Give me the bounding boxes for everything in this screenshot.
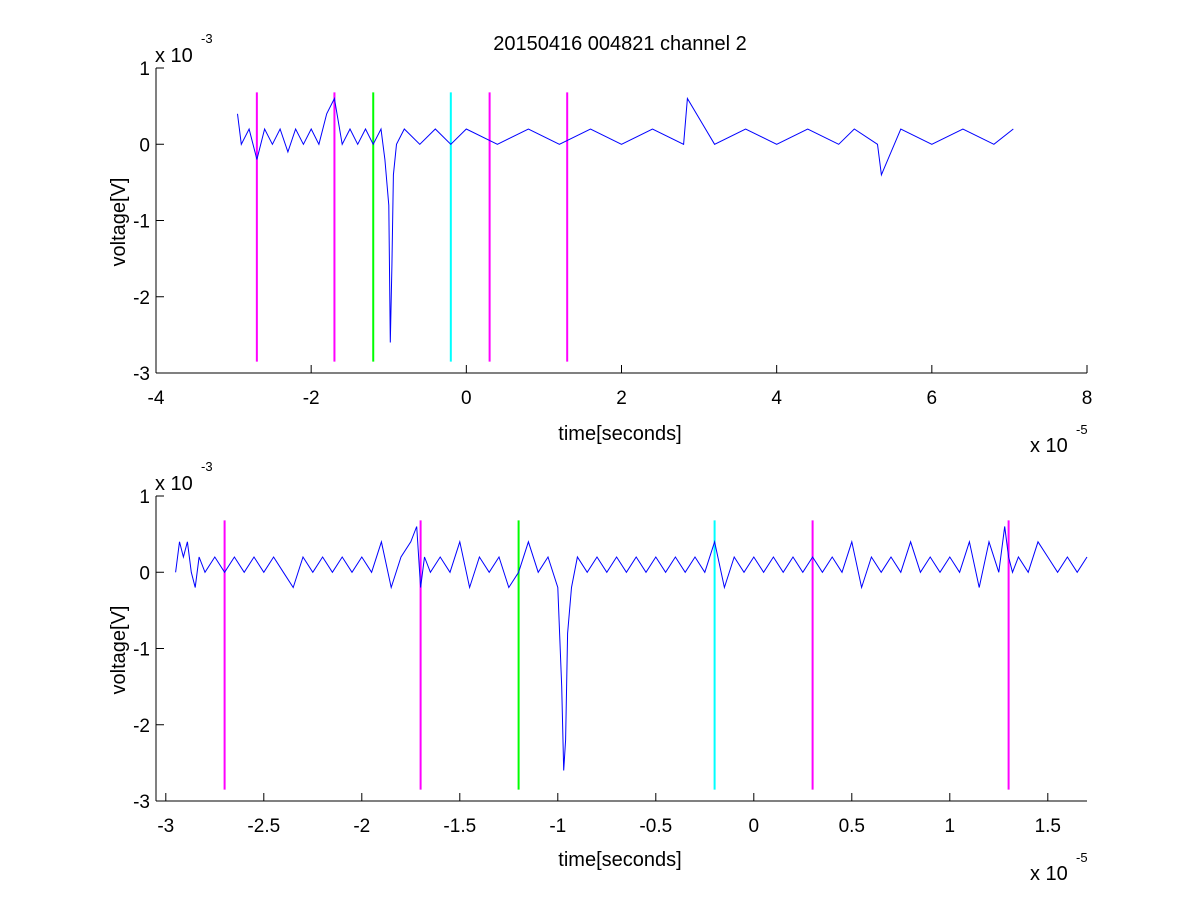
x-tick-label-bottom: -3	[157, 816, 174, 837]
y-tick-label-top: -3	[133, 364, 150, 385]
x-tick-label-top: -2	[303, 388, 320, 409]
y-tick-label-bottom: -3	[133, 792, 150, 813]
y-multiplier-bottom: x 10	[155, 473, 193, 495]
axes-top: 20150416 004821 channel 2 time[seconds] …	[108, 31, 1092, 457]
y-tick-label-bottom: 0	[139, 563, 150, 584]
x-tick-label-bottom: 0	[749, 816, 760, 837]
y-axis-label-top: voltage[V]	[108, 178, 130, 267]
x-tick-label-bottom: -1	[549, 816, 566, 837]
y-tick-label-bottom: 1	[139, 487, 150, 508]
x-tick-label-bottom: 1	[945, 816, 956, 837]
y-tick-label-bottom: -1	[133, 640, 150, 661]
x-tick-label-top: 0	[461, 388, 472, 409]
x-tick-label-top: 2	[616, 388, 627, 409]
x-tick-label-top: 6	[927, 388, 938, 409]
signal-trace-top	[237, 96, 1014, 343]
x-tick-label-top: 4	[771, 388, 782, 409]
x-tick-label-bottom: -0.5	[639, 816, 672, 837]
signal-trace-bottom	[175, 526, 1088, 771]
x-tick-label-top: -4	[148, 388, 165, 409]
y-tick-label-top: 0	[139, 135, 150, 156]
y-tick-label-top: 1	[139, 59, 150, 80]
y-tick-label-bottom: -2	[133, 716, 150, 737]
x-axis-label-top: time[seconds]	[558, 423, 681, 445]
y-tick-label-top: -1	[133, 212, 150, 233]
x-multiplier-exp-top: -5	[1076, 422, 1088, 437]
x-axis-label-bottom: time[seconds]	[558, 849, 681, 871]
y-multiplier-exp-bottom: -3	[201, 459, 213, 474]
x-tick-label-bottom: -1.5	[443, 816, 476, 837]
y-multiplier-exp-top: -3	[201, 31, 213, 46]
chart-title: 20150416 004821 channel 2	[493, 33, 747, 55]
x-tick-label-top: 8	[1082, 388, 1093, 409]
x-tick-label-bottom: -2	[353, 816, 370, 837]
x-tick-label-bottom: 0.5	[839, 816, 865, 837]
y-multiplier-top: x 10	[155, 45, 193, 67]
x-tick-label-bottom: -2.5	[247, 816, 280, 837]
x-multiplier-exp-bottom: -5	[1076, 850, 1088, 865]
x-multiplier-bottom: x 10	[1030, 863, 1068, 885]
y-tick-label-top: -2	[133, 288, 150, 309]
x-tick-label-bottom: 1.5	[1035, 816, 1061, 837]
x-multiplier-top: x 10	[1030, 435, 1068, 457]
y-axis-label-bottom: voltage[V]	[108, 606, 130, 695]
axes-bottom: time[seconds] voltage[V] x 10 -3 x 10 -5…	[108, 459, 1088, 885]
